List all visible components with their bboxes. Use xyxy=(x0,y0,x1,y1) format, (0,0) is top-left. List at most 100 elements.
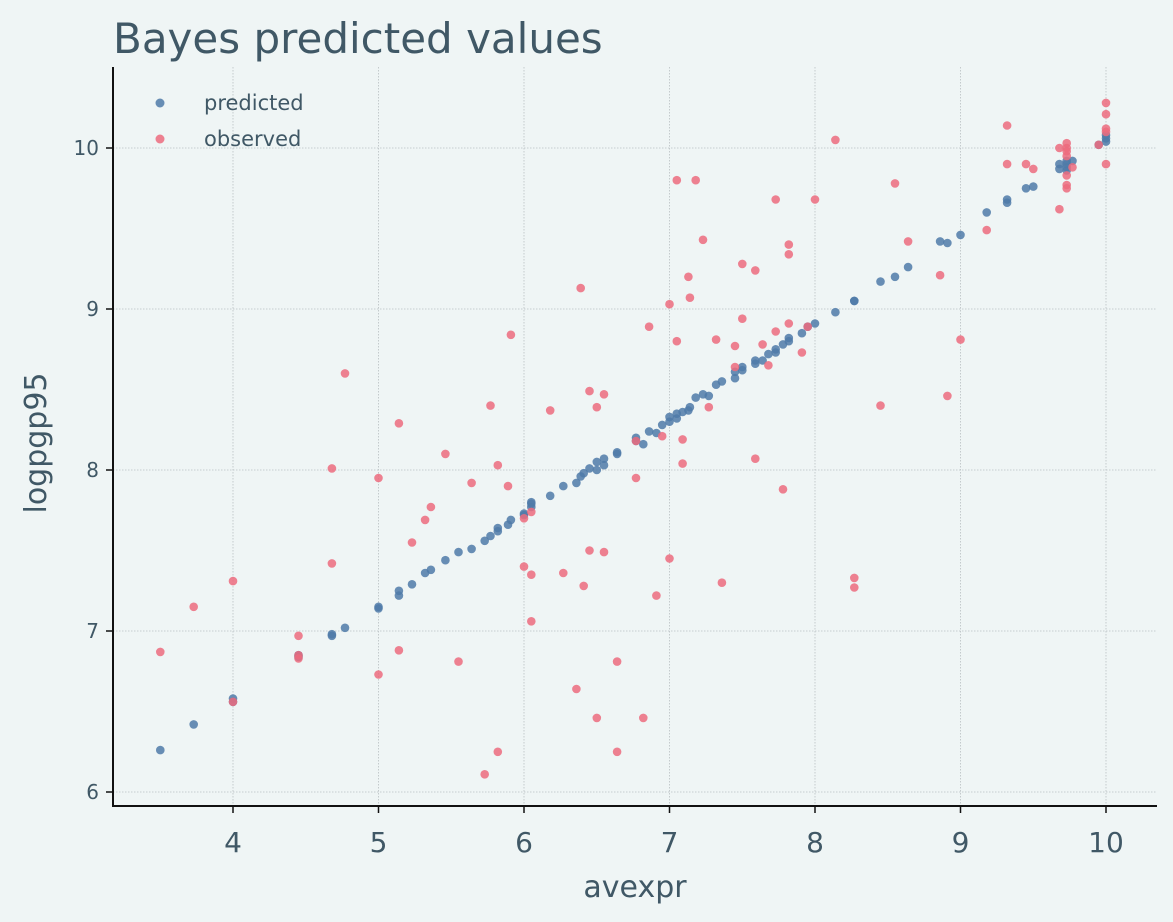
observed-point xyxy=(935,270,945,280)
predicted-point xyxy=(956,230,965,240)
predicted-point xyxy=(764,349,773,359)
observed-point xyxy=(189,602,198,612)
observed-point xyxy=(559,568,568,578)
y-tick-label: 9 xyxy=(86,297,99,321)
predicted-point xyxy=(685,402,695,412)
observed-point xyxy=(639,713,648,723)
predicted-point xyxy=(751,356,760,365)
predicted-point xyxy=(545,491,555,501)
legend-label-predicted: predicted xyxy=(204,91,304,115)
predicted-point xyxy=(691,393,700,402)
predicted-point xyxy=(717,377,727,386)
observed-point xyxy=(704,402,714,412)
observed-point xyxy=(717,578,727,587)
legend-label-observed: observed xyxy=(204,127,301,151)
predicted-point xyxy=(486,531,495,541)
predicted-point xyxy=(831,307,840,317)
predicted-point xyxy=(771,345,780,354)
observed-point xyxy=(711,335,721,344)
predicted-point xyxy=(426,565,436,575)
observed-point xyxy=(1055,143,1064,153)
observed-point xyxy=(771,327,780,336)
predicted-point xyxy=(592,465,602,475)
predicted-point xyxy=(1068,156,1077,166)
observed-point xyxy=(657,431,667,441)
observed-point xyxy=(294,631,303,641)
predicted-point xyxy=(599,454,609,464)
observed-point xyxy=(407,538,417,547)
observed-point xyxy=(519,514,529,523)
observed-point xyxy=(831,135,840,145)
predicted-point xyxy=(704,391,714,401)
observed-point xyxy=(903,237,913,246)
observed-point xyxy=(519,562,529,571)
observed-point xyxy=(1062,171,1071,180)
tick-labels: 4 5 6 7 8 9 10 6 7 8 9 10 xyxy=(74,136,1124,859)
observed-point xyxy=(506,330,516,340)
x-tick-label: 9 xyxy=(952,826,970,859)
observed-point xyxy=(612,747,622,757)
observed-point xyxy=(1002,121,1012,130)
observed-point xyxy=(672,175,682,185)
observed-point xyxy=(771,195,780,204)
observed-point xyxy=(1101,127,1111,137)
series-predicted xyxy=(156,130,1111,755)
predicted-point xyxy=(467,544,476,554)
observed-point xyxy=(678,459,687,468)
observed-point xyxy=(678,435,687,444)
observed-point xyxy=(228,697,238,707)
predicted-point xyxy=(758,356,767,365)
predicted-point xyxy=(612,448,622,457)
predicted-point xyxy=(493,523,503,533)
predicted-point xyxy=(480,536,490,546)
observed-point xyxy=(730,341,740,351)
predicted-point xyxy=(585,464,594,473)
predicted-point xyxy=(592,457,602,467)
observed-point xyxy=(493,747,503,757)
observed-point xyxy=(1068,163,1077,172)
observed-point xyxy=(1101,98,1111,108)
predicted-point xyxy=(943,238,952,248)
observed-point xyxy=(1062,151,1071,161)
predicted-point xyxy=(579,468,588,478)
observed-point xyxy=(1021,159,1031,169)
observed-point xyxy=(486,401,495,410)
observed-point xyxy=(327,464,337,473)
observed-point xyxy=(652,591,661,600)
observed-point xyxy=(294,654,303,663)
observed-point xyxy=(691,175,700,185)
observed-point xyxy=(751,266,760,275)
predicted-point xyxy=(665,412,674,422)
observed-point xyxy=(467,478,476,488)
predicted-point xyxy=(327,629,337,639)
predicted-point xyxy=(903,262,913,272)
observed-point xyxy=(545,406,555,415)
observed-point xyxy=(764,361,773,370)
observed-point xyxy=(644,322,654,332)
predicted-point xyxy=(1021,184,1031,193)
legend-marker-predicted xyxy=(155,98,165,108)
predicted-point xyxy=(559,481,568,491)
predicted-point xyxy=(935,237,945,246)
observed-point xyxy=(592,713,602,723)
x-tick-label: 8 xyxy=(806,826,824,859)
predicted-point xyxy=(1029,182,1038,191)
observed-point xyxy=(592,402,602,412)
predicted-point xyxy=(599,460,609,470)
observed-point xyxy=(576,283,585,293)
predicted-point xyxy=(810,319,820,328)
observed-point xyxy=(685,293,695,303)
observed-point xyxy=(374,473,383,483)
observed-point xyxy=(730,362,740,372)
observed-point xyxy=(784,250,794,259)
observed-point xyxy=(156,647,165,657)
observed-point xyxy=(672,336,682,346)
predicted-point xyxy=(797,328,807,338)
predicted-point xyxy=(876,277,885,286)
observed-point xyxy=(784,319,794,328)
observed-point xyxy=(890,179,900,188)
legend: predicted observed xyxy=(155,91,304,151)
predicted-point xyxy=(982,208,991,217)
observed-point xyxy=(850,573,859,583)
data-points xyxy=(156,98,1111,779)
